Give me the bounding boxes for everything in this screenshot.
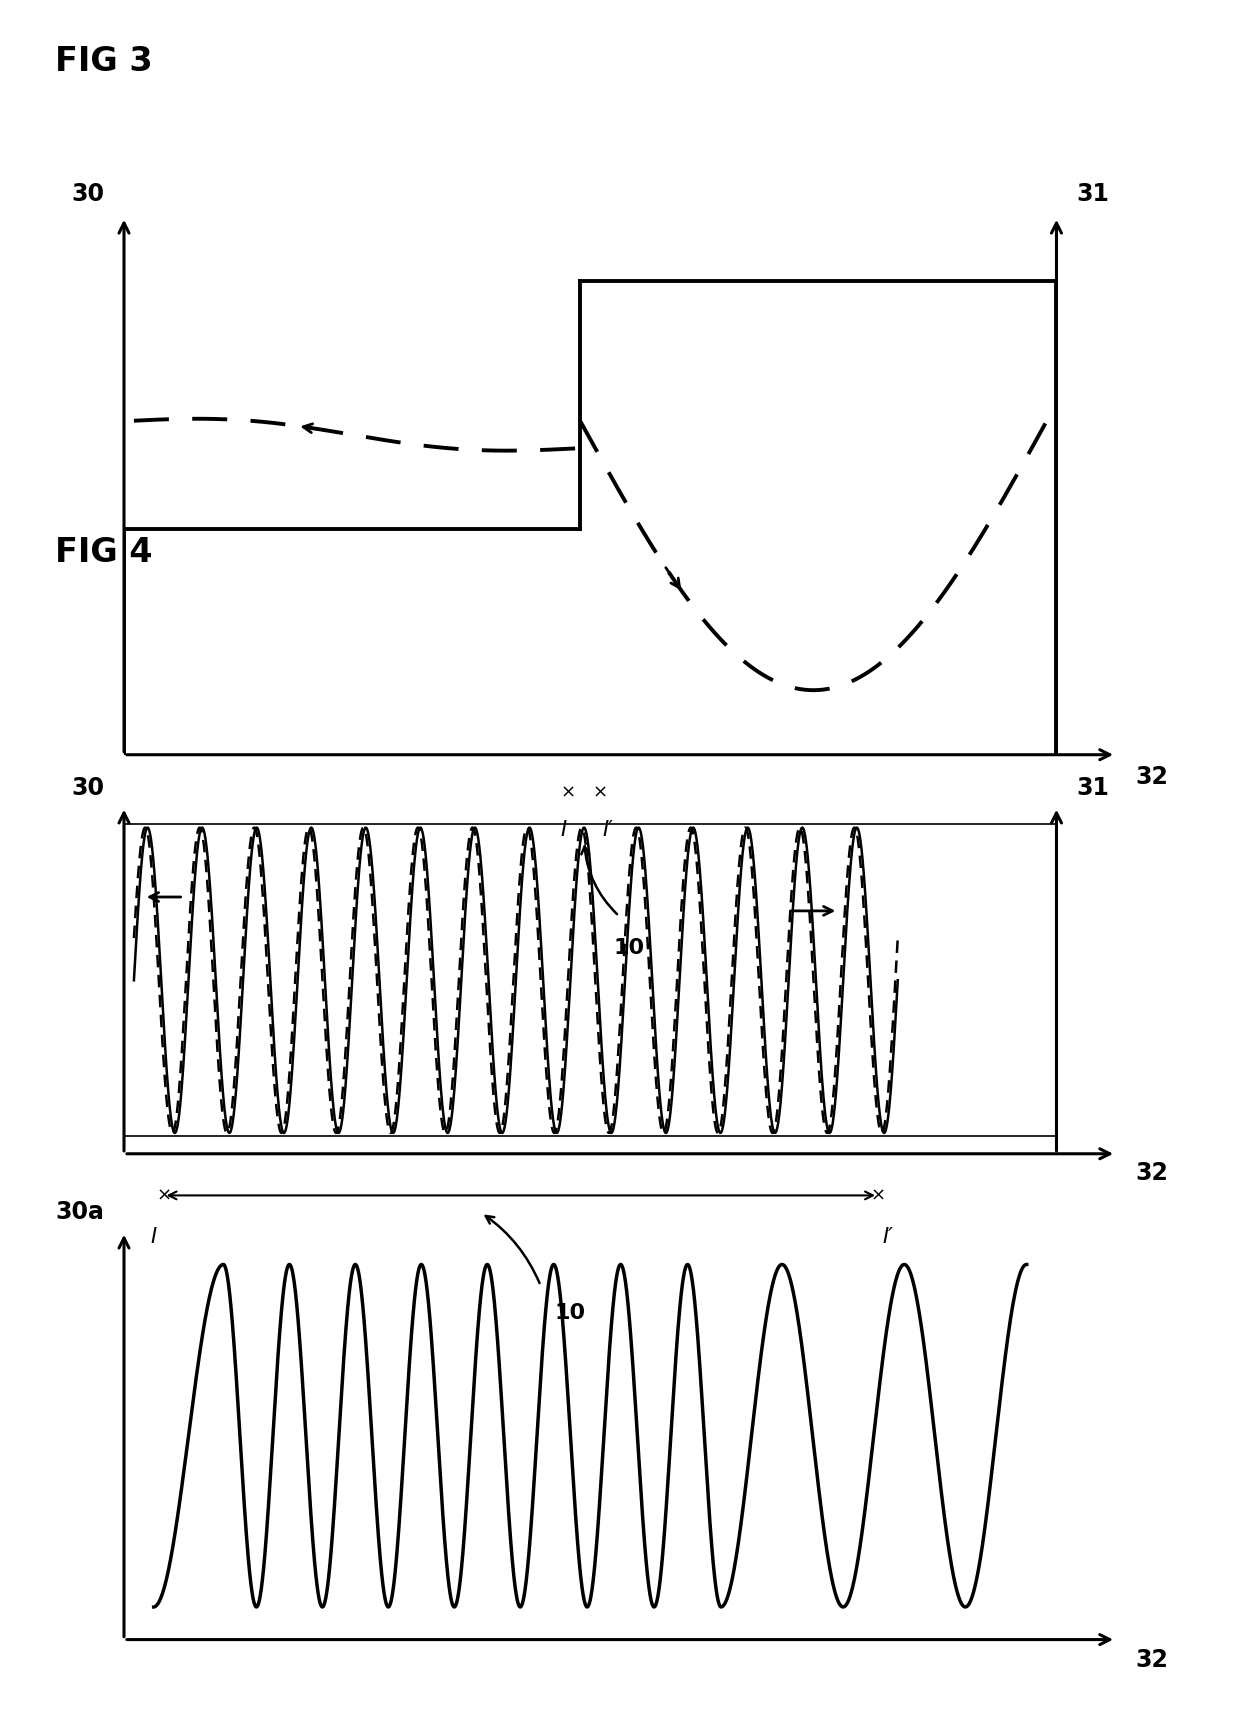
Text: FIG 4: FIG 4 [55,536,153,569]
Text: ×: × [560,784,575,802]
Text: 32: 32 [1136,1161,1169,1185]
Text: 10: 10 [554,1303,587,1324]
Text: 10: 10 [614,939,645,958]
Text: I: I [151,1227,156,1247]
Text: 30: 30 [71,182,104,206]
Text: 30a: 30a [56,1199,104,1223]
Text: 32: 32 [1136,765,1169,789]
Text: FIG 3: FIG 3 [55,45,153,78]
Text: 31: 31 [1076,776,1110,800]
Text: ×: × [870,1187,885,1204]
Text: 31: 31 [1076,182,1110,206]
Text: ×: × [593,784,608,802]
Text: I: I [560,821,567,840]
Text: I′: I′ [883,1227,893,1247]
Text: 32: 32 [1136,1648,1169,1673]
Text: 30: 30 [71,776,104,800]
Text: ×: × [156,1187,171,1204]
Text: I′: I′ [603,821,614,840]
